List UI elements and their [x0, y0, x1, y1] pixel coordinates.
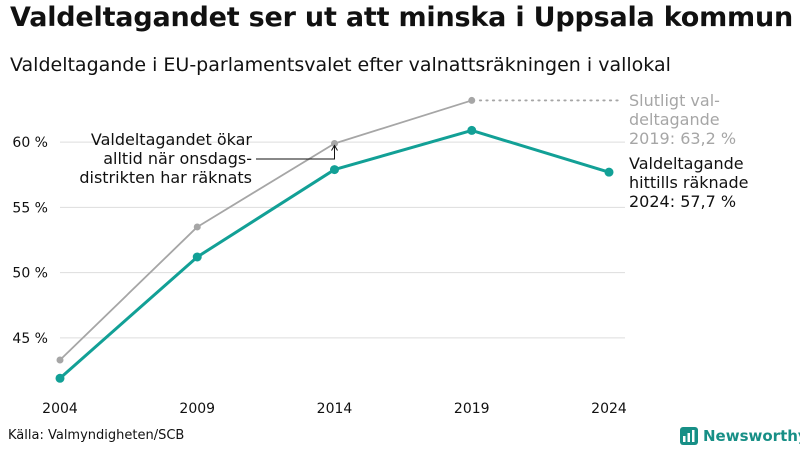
- x-tick-label: 2024: [591, 401, 627, 417]
- annotation-note: Valdeltagandet ökar: [91, 130, 253, 149]
- line-chart: 45 % 50 % 55 % 60 % 2004 2009 2014 2019 2024 Slut…: [12, 91, 748, 417]
- final-turnout-label: Slutligt val-: [629, 91, 720, 110]
- y-tick-label: 60 %: [12, 135, 48, 151]
- y-tick-label: 50 %: [12, 266, 48, 282]
- data-point-counted: [467, 125, 477, 135]
- x-tick-label: 2019: [454, 401, 490, 417]
- counted-turnout-label: Valdeltagande: [629, 154, 744, 173]
- annotation-connector: [256, 146, 335, 160]
- source-note: Källa: Valmyndigheten/SCB: [8, 428, 185, 443]
- x-tick-label: 2009: [179, 401, 215, 417]
- final-turnout-label: deltagande: [629, 110, 720, 129]
- newsworthy-logo-icon: [680, 427, 698, 445]
- x-tick-label: 2004: [42, 401, 78, 417]
- data-point-final: [193, 223, 201, 231]
- counted-turnout-label: 2024: 57,7 %: [629, 192, 736, 211]
- y-tick-label: 45 %: [12, 331, 48, 347]
- final-turnout-label: 2019: 63,2 %: [629, 129, 736, 148]
- annotation-note: alltid när onsdags-: [103, 149, 252, 168]
- annotation-note: distrikten har räknats: [79, 168, 252, 187]
- x-tick-label: 2014: [317, 401, 353, 417]
- chart-subtitle: Valdeltagande i EU-parlamentsvalet efter…: [10, 54, 671, 76]
- brand-name: Newsworthy: [703, 427, 800, 445]
- data-point-final: [331, 139, 338, 147]
- annotation-arrowhead: [331, 144, 338, 151]
- data-point-counted: [604, 167, 614, 177]
- counted-turnout-label: hittills räknade: [629, 173, 748, 192]
- data-point-counted: [330, 165, 339, 175]
- data-point-final: [56, 356, 64, 364]
- data-point-counted: [55, 373, 65, 383]
- brand-logo: Newsworthy: [680, 427, 800, 445]
- series-line-final: [59, 99, 473, 361]
- data-point-final: [468, 96, 476, 104]
- data-point-counted: [192, 252, 202, 262]
- chart-title: Valdeltagandet ser ut att minska i Uppsa…: [10, 2, 794, 33]
- y-tick-label: 55 %: [12, 200, 48, 216]
